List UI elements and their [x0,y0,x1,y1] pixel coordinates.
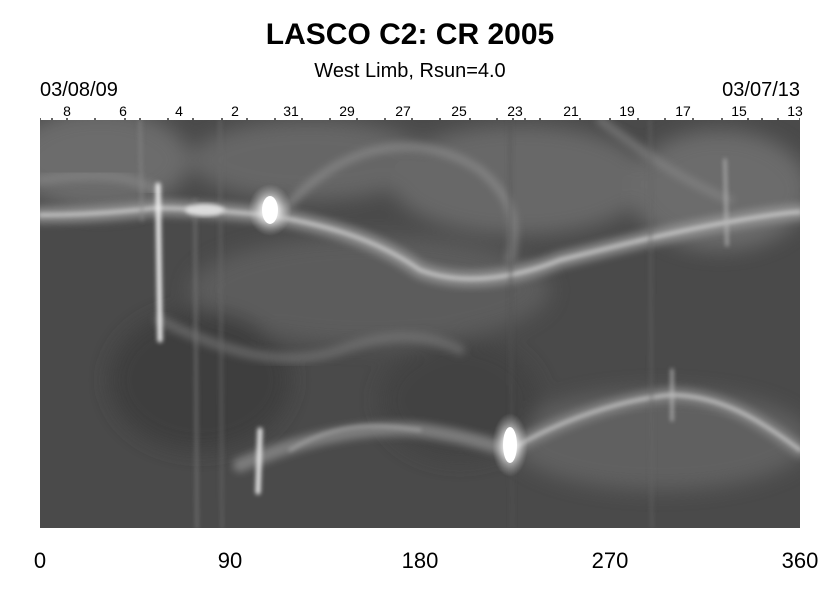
day-label: 13 [787,103,803,119]
x-tick-label: 90 [217,548,243,573]
x-tick-label: 0 [33,548,47,573]
day-label: 4 [175,103,183,119]
day-label: 21 [563,103,579,119]
day-label: 23 [507,103,523,119]
end-date-label: 03/07/13 [722,79,800,101]
map-title: LASCO C2: CR 2005 [265,18,555,51]
day-label: 15 [731,103,747,119]
x-tick-label: 360 [781,548,819,573]
day-label: 27 [395,103,411,119]
day-label: 2 [231,103,239,119]
map-subtitle: West Limb, Rsun=4.0 [314,60,506,82]
day-label: 6 [119,103,127,119]
day-label: 25 [451,103,467,119]
synoptic-map-image [40,120,800,528]
start-date-label: 03/08/09 [40,79,118,101]
day-label: 17 [675,103,691,119]
day-label: 31 [283,103,299,119]
x-tick-label: 270 [591,548,629,573]
x-tick-label: 180 [401,548,439,573]
day-label: 19 [619,103,635,119]
day-label: 8 [63,103,71,119]
day-label: 29 [339,103,355,119]
